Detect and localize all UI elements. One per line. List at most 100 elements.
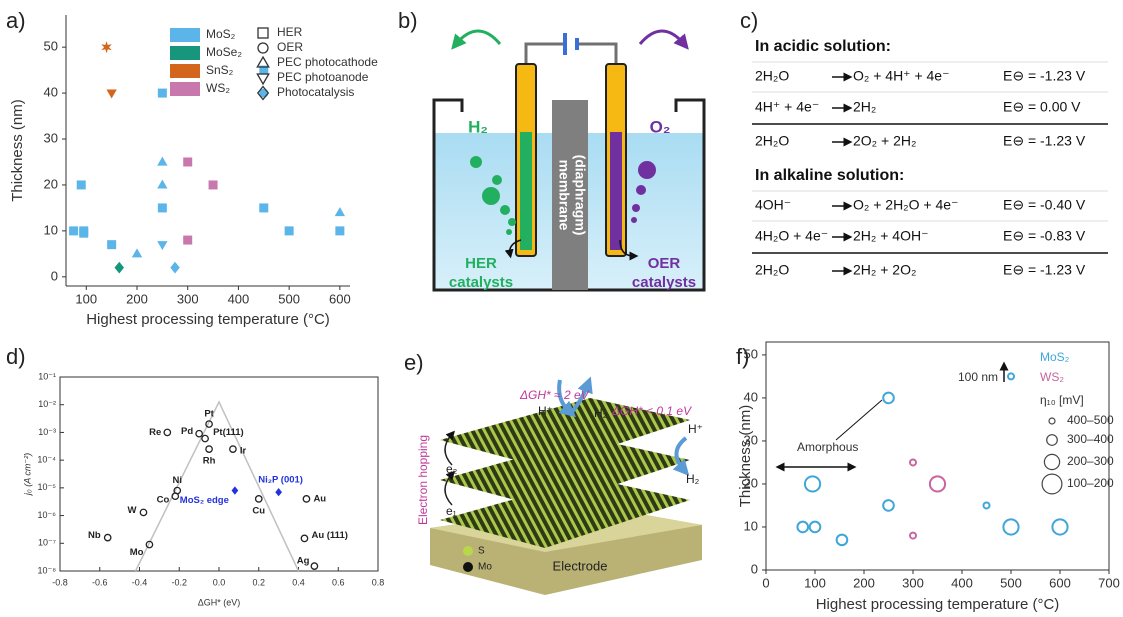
x-tick-label: 100 [75, 291, 97, 306]
legend-label: MoS₂ [206, 27, 236, 41]
x-axis-label: ΔGH* (eV) [198, 597, 241, 607]
data-point [139, 508, 148, 517]
size-legend-marker [1046, 434, 1058, 446]
legend-label: S [478, 546, 485, 557]
panel-e: ΔGH* ≈ 2 eV ΔGH* < 0.1 eV H⁺ H₂ H⁺ H₂ e₂… [416, 376, 703, 595]
x-tick-label: -0.8 [52, 577, 68, 587]
hopping-label: Electron hopping [416, 435, 430, 525]
electrode-label: Electrode [553, 558, 608, 573]
data-point [310, 562, 319, 570]
membrane-label: membrane [556, 160, 572, 231]
her-catalyst [520, 132, 532, 250]
x-tick-label: 500 [278, 291, 300, 306]
x-tick-label: 300 [902, 575, 924, 590]
data-point [107, 240, 117, 250]
point-label: Au (111) [311, 530, 347, 541]
potential: E⊖ = -1.23 V [1003, 68, 1086, 84]
data-point [254, 495, 263, 503]
data-point [275, 488, 282, 497]
data-point [183, 157, 193, 167]
y-axis-label: Thickness (nm) [737, 405, 754, 508]
point-label: Ag [297, 556, 310, 567]
data-point [157, 88, 167, 98]
oer-label: catalysts [632, 274, 696, 291]
reactant: 2H₂O [755, 68, 789, 84]
legend-swatch [170, 28, 200, 42]
panel-label: e) [404, 350, 424, 375]
y-axis-label: Thickness (nm) [9, 99, 26, 202]
point-label: Nb [88, 530, 101, 541]
electron-label: e₂ [446, 462, 458, 476]
data-point [101, 41, 112, 54]
legend-marker [256, 85, 270, 101]
legend-marker [257, 27, 269, 39]
bubble [632, 204, 640, 212]
y-tick-label: 10⁻⁷ [38, 538, 56, 548]
legend-label: PEC photoanode [277, 70, 369, 84]
x-tick-label: 0.0 [213, 577, 226, 587]
point-label: W [128, 505, 137, 516]
size-legend-label: 100–200 [1067, 476, 1114, 490]
her-label: catalysts [449, 274, 513, 291]
data-point [334, 207, 345, 217]
legend-label: HER [277, 25, 303, 39]
x-tick-label: 600 [1049, 575, 1071, 590]
legend-marker [257, 42, 269, 54]
section-title: In alkaline solution: [755, 167, 904, 184]
x-tick-label: 100 [804, 575, 826, 590]
point-label: Pd [181, 426, 193, 437]
mo-atom [463, 562, 473, 572]
data-point [157, 203, 167, 213]
bubble [492, 175, 502, 185]
product: O₂ + 4H⁺ + 4e⁻ [853, 68, 949, 84]
y-tick-label: 20 [744, 475, 758, 490]
data-point [79, 228, 89, 238]
y-tick-label: 30 [44, 130, 58, 145]
y-tick-label: 0 [751, 561, 758, 576]
y-tick-label: 10⁻¹ [38, 371, 56, 381]
reaction-arrow [570, 376, 593, 414]
plot-frame [765, 341, 1110, 571]
size-legend-marker [1043, 453, 1061, 471]
data-point [201, 434, 209, 443]
data-point [302, 495, 311, 503]
y-tick-label: 10 [44, 222, 58, 237]
y-tick-label: 50 [744, 346, 758, 361]
product: 2H₂ [853, 99, 876, 115]
legend-label: MoSe₂ [206, 45, 242, 59]
pointer [504, 239, 522, 259]
y-tick-label: 40 [744, 389, 758, 404]
energy-label: ΔGH* < 0.1 eV [611, 404, 692, 418]
her-label: HER [465, 255, 497, 272]
x-tick-label: -0.2 [171, 577, 187, 587]
reactant: 2H₂O [755, 133, 789, 149]
product: 2O₂ + 2H₂ [853, 133, 916, 149]
data-point [205, 420, 213, 428]
bubble [482, 187, 500, 205]
data-point [208, 180, 218, 190]
bubble [1002, 518, 1020, 536]
bubble [1051, 518, 1069, 536]
x-tick-label: 400 [951, 575, 973, 590]
data-point [170, 261, 180, 274]
x-axis-label: Highest processing temperature (°C) [86, 311, 330, 328]
y-tick-label: 10 [744, 518, 758, 533]
legend-swatch [170, 46, 200, 60]
potential: E⊖ = 0.00 V [1003, 99, 1081, 115]
o2-label: O₂ [650, 117, 671, 136]
size-legend-label: 400–500 [1067, 413, 1114, 427]
y-tick-label: 10⁻⁶ [38, 510, 57, 520]
legend-label: WS₂ [206, 81, 230, 95]
ion-label: H⁺ [688, 422, 703, 436]
data-point [335, 226, 345, 236]
y-tick-label: 20 [44, 176, 58, 191]
data-point [157, 156, 168, 166]
potential: E⊖ = -0.83 V [1003, 228, 1086, 244]
mos2-layer [440, 438, 690, 508]
data-point [157, 241, 168, 251]
annotation-line [835, 399, 883, 441]
data-point [231, 486, 239, 495]
oer-label: OER [648, 255, 681, 272]
point-label: Pt [204, 409, 214, 420]
